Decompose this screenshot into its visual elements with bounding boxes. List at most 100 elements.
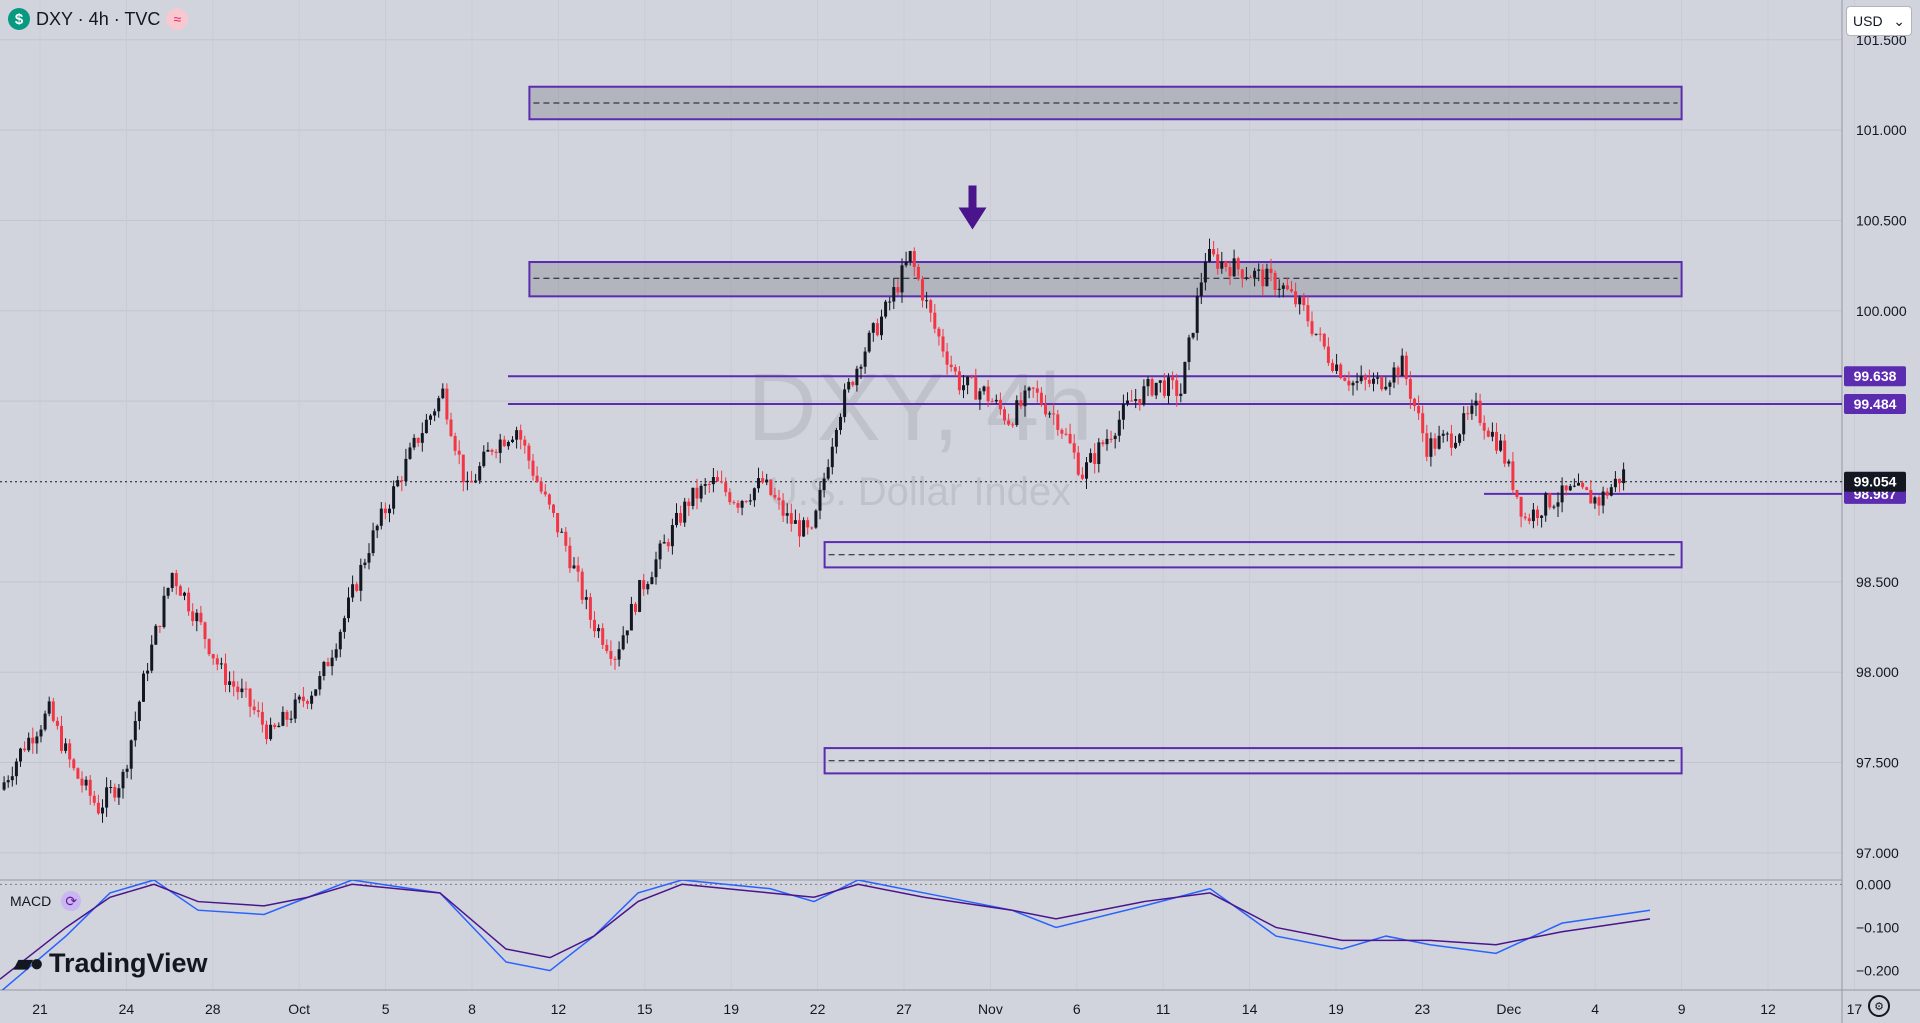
time-tick-label: Dec	[1496, 1001, 1521, 1017]
candle-body	[986, 386, 990, 402]
candle-body	[1007, 420, 1011, 425]
candle-body	[162, 595, 166, 628]
candle-body	[1244, 277, 1248, 279]
macd-legend[interactable]: MACD ⟳	[10, 891, 82, 911]
zone-box	[823, 747, 1683, 775]
candle-body	[814, 510, 818, 528]
candle-body	[1454, 442, 1457, 448]
candle-body	[1175, 380, 1179, 396]
candle-body	[355, 584, 359, 591]
candle-body	[1527, 518, 1531, 522]
candle-body	[375, 525, 379, 531]
time-tick-label: 15	[637, 1001, 653, 1017]
candle-body	[1396, 367, 1400, 376]
candle-body	[19, 748, 22, 762]
candle-body	[137, 701, 141, 722]
candle-body	[515, 430, 519, 440]
candle-body	[1400, 355, 1404, 376]
candle-body	[798, 520, 801, 537]
candle-body	[728, 492, 732, 503]
candle-body	[150, 644, 154, 671]
candle-body	[301, 696, 305, 702]
time-tick-label: 12	[551, 1001, 567, 1017]
time-tick-label: Oct	[288, 1001, 310, 1017]
candle-body	[449, 419, 453, 437]
price-tick-label: 101.000	[1856, 122, 1907, 138]
candle-body	[84, 779, 88, 786]
candle-body	[1601, 491, 1605, 506]
candle-body	[429, 415, 432, 420]
candle-body	[457, 450, 461, 455]
currency-select[interactable]: USD ⌄	[1846, 6, 1912, 36]
candle-body	[121, 771, 125, 789]
candle-body	[736, 503, 740, 508]
candle-body	[199, 612, 203, 623]
candle-body	[597, 628, 601, 632]
candle-body	[994, 399, 998, 402]
candle-body	[506, 442, 510, 447]
refresh-icon[interactable]: ⟳	[61, 891, 82, 911]
candle-body	[23, 748, 27, 751]
candle-body	[347, 597, 350, 619]
candle-body	[482, 451, 486, 467]
candle-body	[1462, 413, 1466, 435]
candle-body	[1273, 272, 1277, 290]
candle-body	[1458, 434, 1462, 443]
candle-body	[527, 445, 531, 461]
candle-body	[109, 786, 113, 788]
candle-body	[420, 433, 424, 443]
candle-body	[1577, 482, 1580, 486]
candle-body	[1376, 377, 1380, 379]
candle-body	[1183, 361, 1187, 394]
candle-body	[1466, 413, 1470, 415]
candle-body	[699, 485, 703, 499]
candle-body	[1335, 364, 1339, 371]
candle-body	[1027, 387, 1031, 391]
candle-body	[1326, 346, 1330, 363]
candle-body	[359, 564, 363, 591]
settings-icon[interactable]: ⚙	[1868, 995, 1890, 1017]
candle-body	[1306, 305, 1310, 322]
candle-body	[658, 543, 662, 560]
candle-body	[1351, 382, 1355, 386]
candle-body	[396, 480, 400, 487]
candle-body	[1290, 289, 1293, 292]
candles	[2, 238, 1626, 823]
candle-body	[1609, 487, 1613, 496]
candle-body	[465, 480, 469, 483]
candle-body	[646, 584, 650, 590]
candle-body	[441, 388, 445, 399]
candle-body	[31, 737, 35, 744]
candle-body	[1023, 390, 1027, 407]
candle-body	[68, 743, 72, 760]
candle-body	[974, 377, 978, 400]
candle-body	[888, 301, 892, 303]
symbol-header[interactable]: $ DXY · 4h · TVC ≈	[8, 8, 189, 30]
candle-body	[1257, 269, 1261, 271]
candle-body	[908, 251, 912, 262]
candle-body	[675, 512, 678, 526]
candle-body	[1339, 364, 1343, 379]
candle-body	[982, 386, 986, 392]
candle-body	[191, 611, 195, 622]
candle-body	[404, 458, 408, 482]
approx-icon[interactable]: ≈	[166, 8, 189, 30]
candle-body	[773, 494, 777, 498]
candle-body	[654, 559, 658, 578]
candle-body	[1552, 506, 1556, 508]
time-tick-label: 4	[1591, 1001, 1599, 1017]
candle-body	[129, 740, 133, 769]
candle-body	[855, 368, 859, 386]
candle-body	[1482, 422, 1486, 431]
down-arrow-annotation	[958, 185, 987, 230]
candle-body	[10, 776, 14, 781]
candle-body	[1445, 433, 1449, 435]
candle-body	[154, 625, 158, 645]
macd-label: MACD	[10, 893, 52, 909]
candle-body	[183, 592, 186, 596]
candle-body	[556, 513, 560, 533]
candle-body	[740, 500, 744, 508]
time-tick-label: 5	[382, 1001, 390, 1017]
candle-body	[1441, 433, 1445, 436]
